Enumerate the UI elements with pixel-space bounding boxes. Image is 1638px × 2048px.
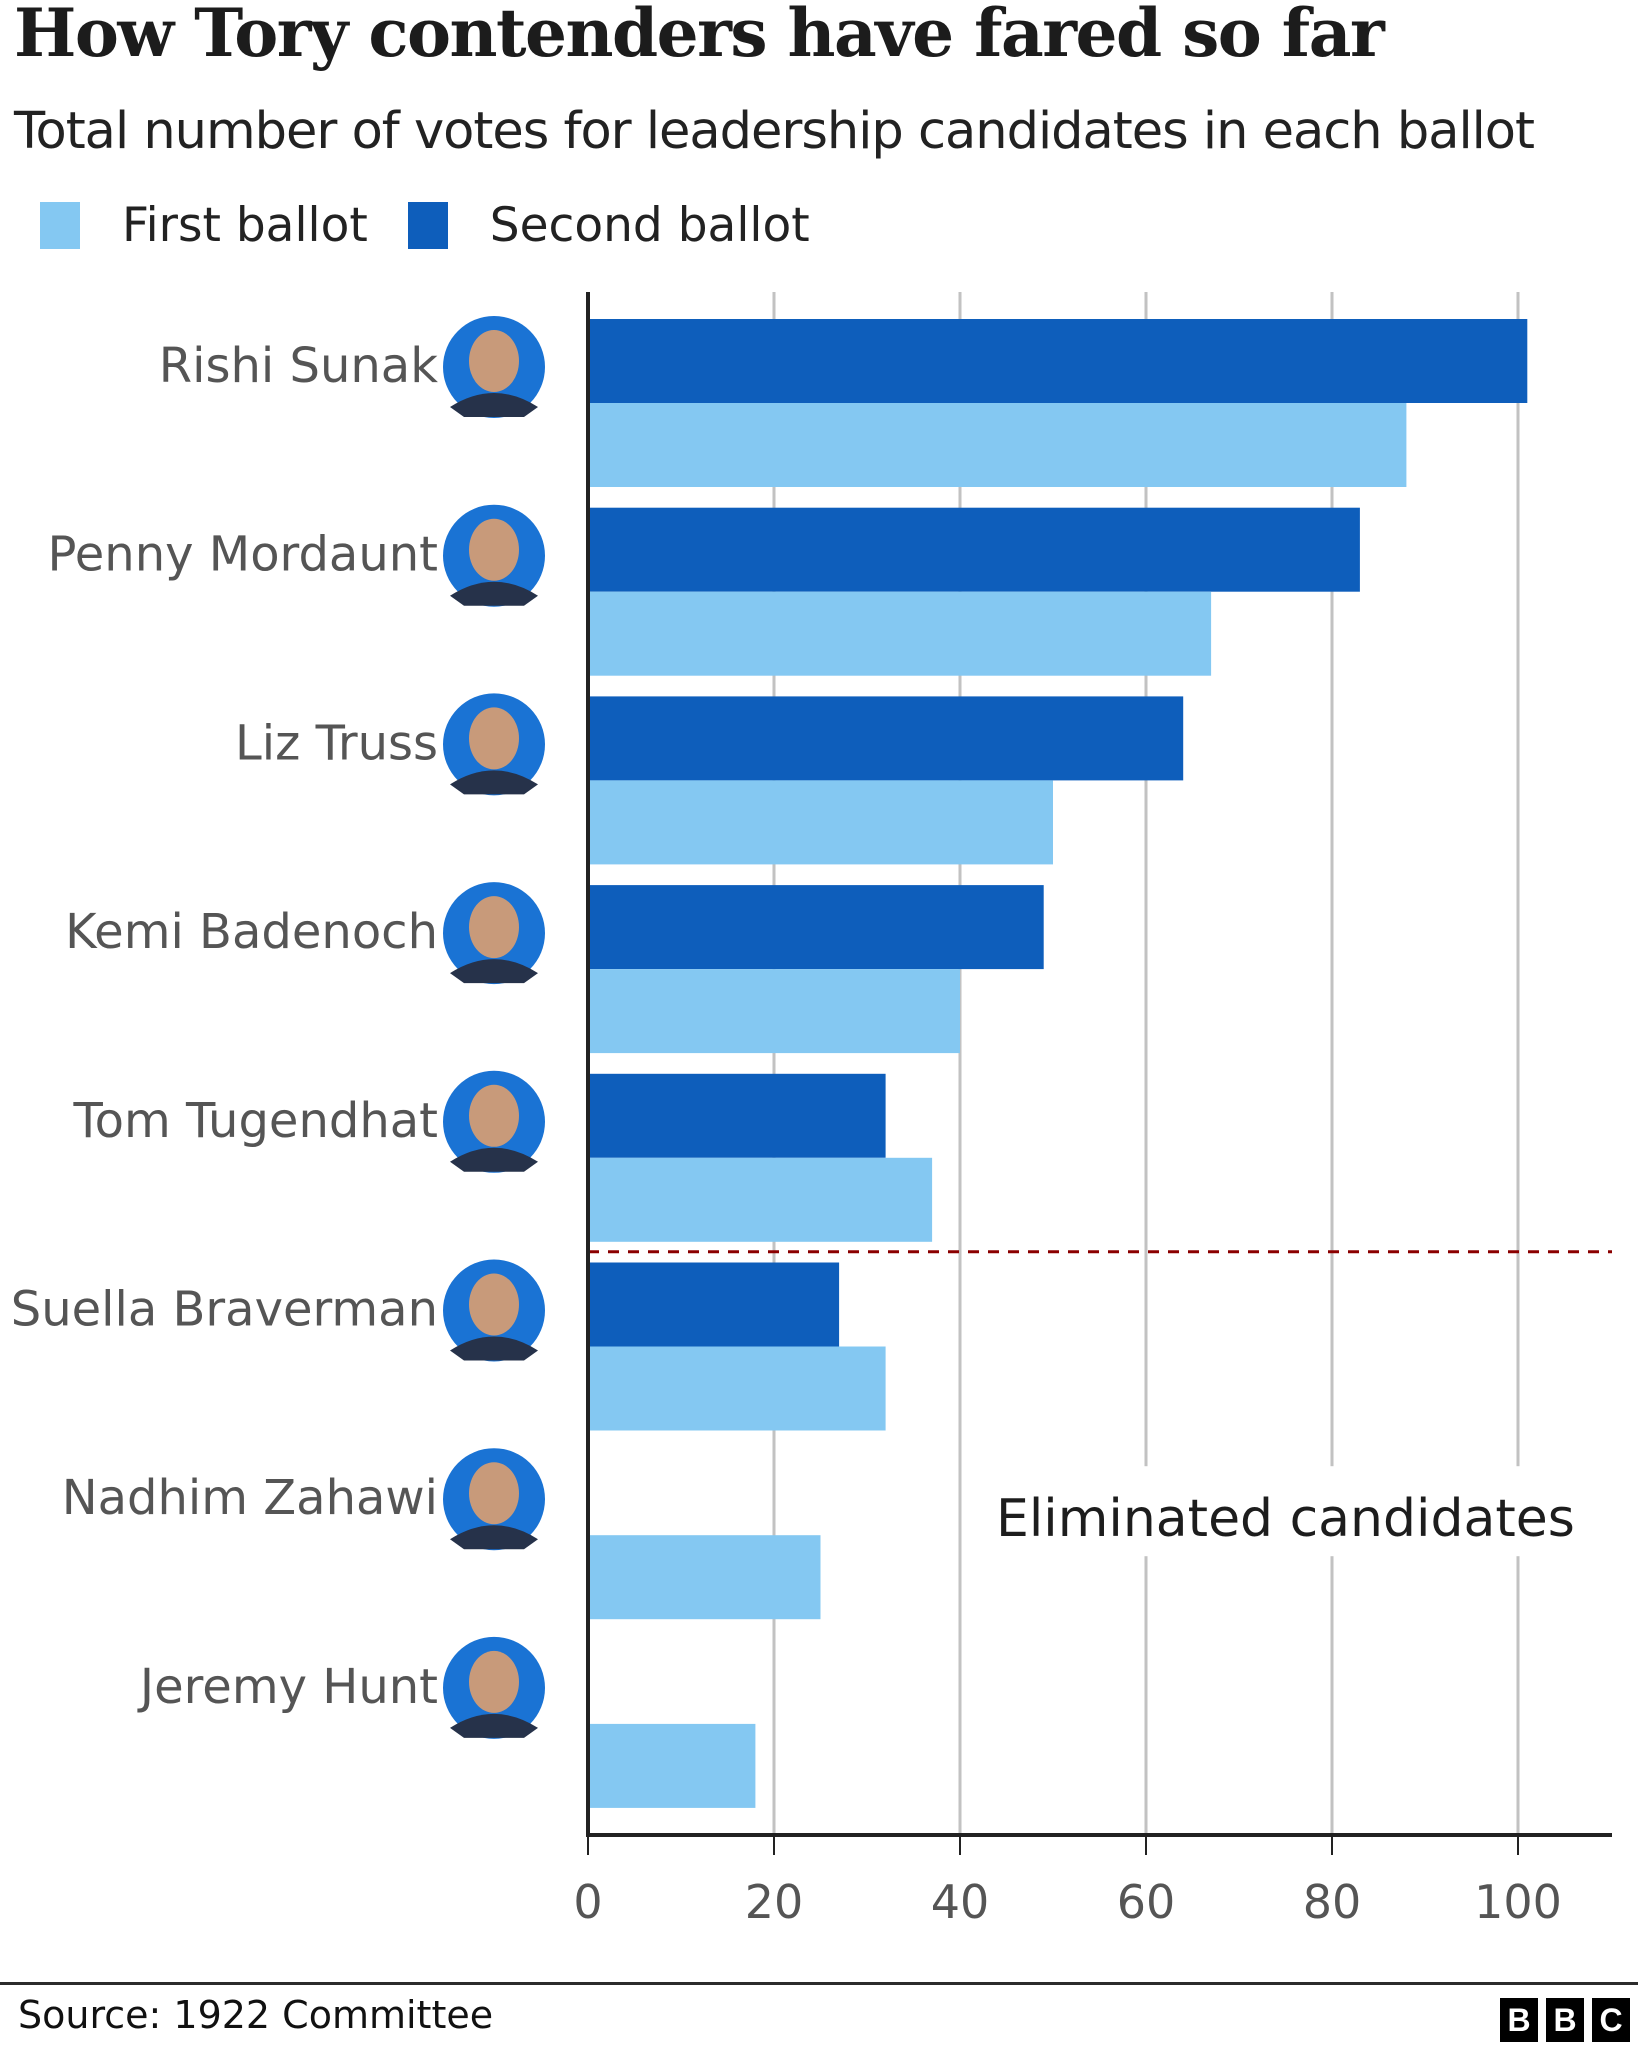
bar-first-ballot [588,1157,933,1242]
x-tick-label: 80 [1303,1875,1362,1929]
annotation-group: Eliminated candidates [990,1466,1575,1557]
avatar-shoulders [450,1525,538,1550]
candidate-label: Nadhim Zahawi [62,1470,438,1526]
avatar-shoulders [450,770,538,795]
bbc-logo: B B C [1500,1998,1630,2042]
bar-second-ballot [588,507,1360,592]
candidate-label: Rishi Sunak [159,338,438,394]
avatar-face [469,518,519,581]
x-tick-label: 20 [745,1875,804,1929]
chart-title: How Tory contenders have fared so far [14,0,1385,72]
avatar-face [469,707,519,770]
avatar-shoulders [450,1336,538,1361]
x-tick-label: 60 [1117,1875,1176,1929]
candidate-avatar [443,693,545,796]
footer-divider [0,1982,1638,1985]
legend-item-second-ballot: Second ballot [407,198,810,253]
candidate-avatar [443,1636,545,1739]
avatar-face [469,1650,519,1713]
bar-first-ballot [588,1346,886,1431]
candidate-label: Kemi Badenoch [65,904,438,960]
avatar-shoulders [450,1713,538,1738]
candidate-label: Tom Tugendhat [72,1093,438,1149]
legend-swatch-second-ballot [407,202,448,249]
bar-second-ballot [588,1073,886,1158]
candidate-label: Liz Truss [235,715,438,771]
category-labels: Rishi Sunak Penny Mordaunt Liz Truss Kemi B… [11,316,545,1739]
bars [588,319,1528,1808]
avatar-face [469,1273,519,1336]
candidate-avatar [443,1448,545,1551]
legend-item-first-ballot: First ballot [40,198,368,253]
bar-first-ballot [588,403,1407,487]
chart-subtitle: Total number of votes for leadership can… [14,102,1535,161]
candidate-label: Suella Braverman [11,1282,438,1338]
avatar-shoulders [450,959,538,984]
source-note: Source: 1922 Committee [18,1993,494,2037]
bar-first-ballot [588,1535,821,1620]
candidate-avatar [443,882,545,985]
x-tick-label: 100 [1474,1875,1562,1929]
x-tick-label: 40 [931,1875,990,1929]
legend: First ballot Second ballot [40,198,850,253]
bar-first-ballot [588,780,1053,865]
candidate-avatar [443,1070,545,1173]
bar-second-ballot [588,319,1528,403]
candidate-avatar [443,316,545,418]
bar-second-ballot [588,885,1044,970]
eliminated-candidates-label: Eliminated candidates [996,1489,1575,1549]
avatar-shoulders [450,393,538,417]
candidate-avatar [443,1259,545,1362]
x-axis: 0 20 40 60 80 100 [573,292,1612,1929]
bar-first-ballot [588,969,960,1054]
avatar-shoulders [450,581,538,606]
x-tick-label: 0 [573,1875,602,1929]
avatar-shoulders [450,1147,538,1172]
bar-first-ballot [588,1723,756,1808]
annotation-background [990,1466,1565,1557]
bar-second-ballot [588,1262,840,1347]
bar-first-ballot [588,591,1212,676]
candidate-avatar [443,504,545,607]
legend-label-second-ballot: Second ballot [489,198,810,253]
avatar-face [469,1084,519,1147]
avatar-face [469,896,519,959]
bbc-logo-letter: C [1592,1998,1630,2042]
bar-second-ballot [588,696,1184,781]
legend-label-first-ballot: First ballot [122,198,368,253]
candidate-label: Penny Mordaunt [48,527,439,583]
bar-chart: Eliminated candidates Rishi Sunak Penny M… [11,292,1612,1929]
avatar-face [469,330,519,392]
candidate-label: Jeremy Hunt [137,1659,438,1715]
legend-swatch-first-ballot [40,202,80,249]
bbc-logo-letter: B [1546,1998,1584,2042]
bbc-logo-letter: B [1500,1998,1538,2042]
avatar-face [469,1462,519,1525]
